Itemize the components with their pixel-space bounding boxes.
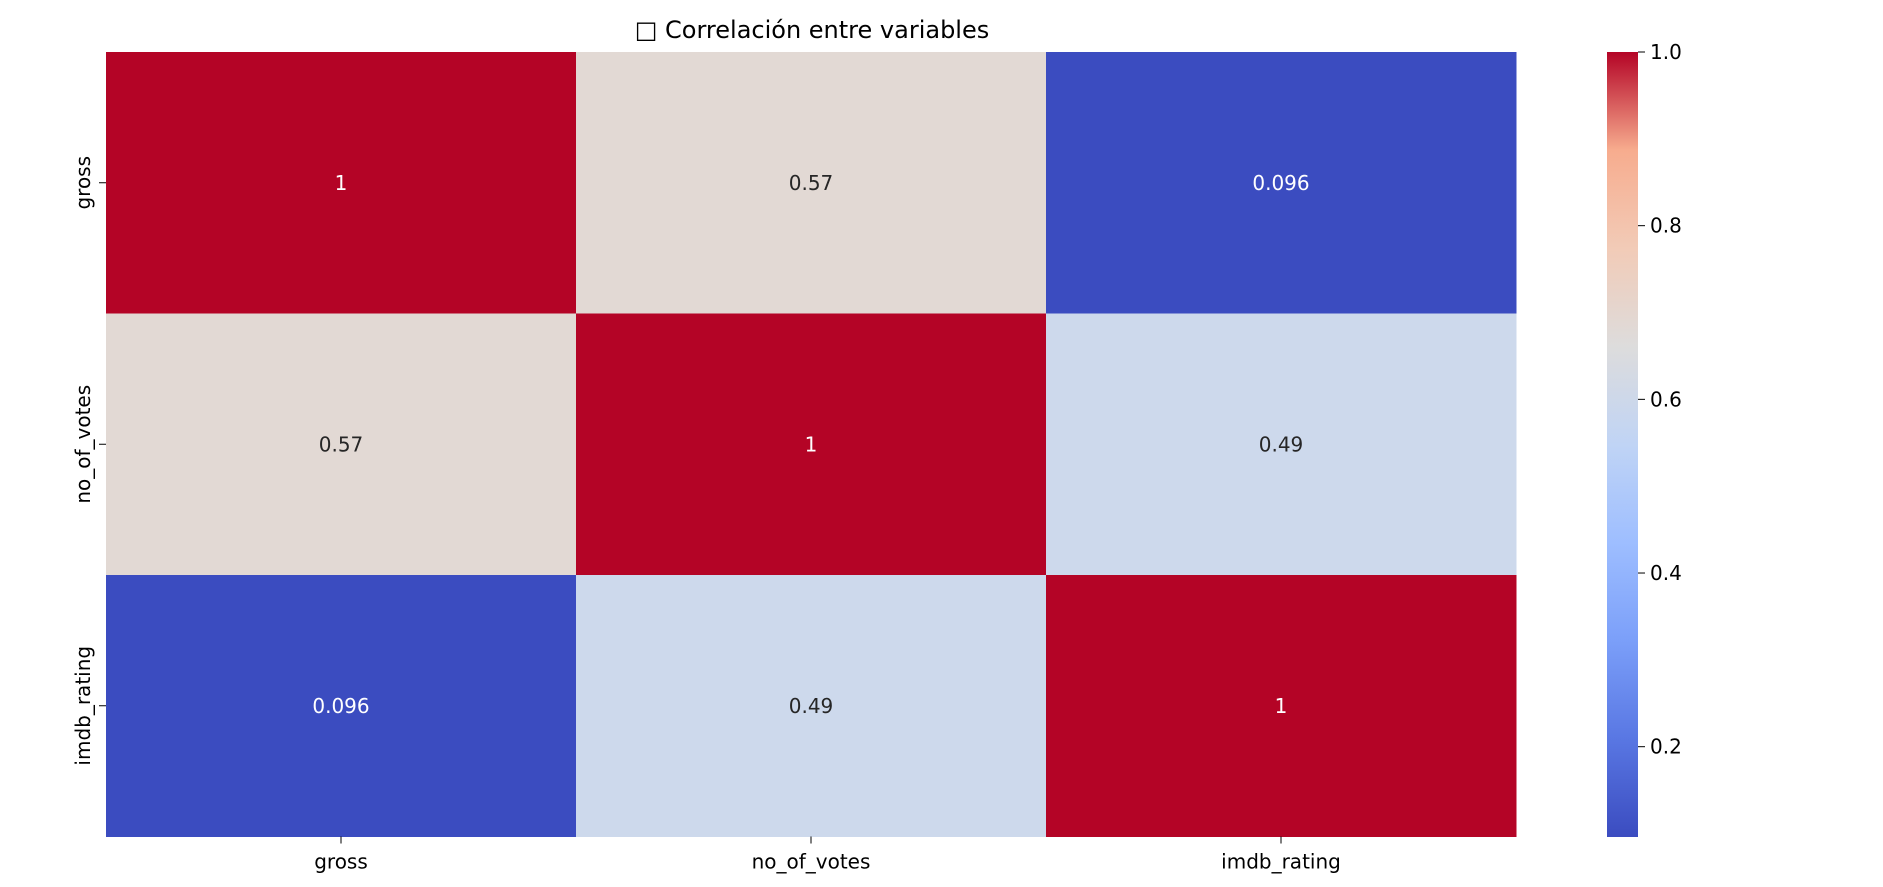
heatmap-cell [576,313,1047,576]
y-tick-label: imdb_rating [71,646,95,766]
cell-value-label: 1 [1275,694,1288,718]
y-tick-label: gross [71,156,95,210]
heatmap-cells [106,52,1517,837]
y-axis: gross no_of_votes imdb_rating [71,156,106,766]
heatmap-cell [106,52,577,314]
x-tick-label: gross [314,850,368,874]
cell-value-label: 0.57 [789,171,834,195]
cell-value-label: 0.096 [1252,171,1309,195]
colorbar-tick-label: 0.8 [1650,214,1682,238]
cell-value-label: 0.096 [312,694,369,718]
cell-value-label: 1 [335,171,348,195]
x-axis: gross no_of_votes imdb_rating [314,836,1341,874]
heatmap-cell [1046,313,1517,576]
colorbar-tick-label: 0.4 [1650,561,1682,585]
colorbar-tick-label: 0.6 [1650,387,1682,411]
heatmap-cell [1046,52,1517,314]
colorbar-gradient [1607,52,1638,837]
colorbar-tick-label: 1.0 [1650,40,1682,64]
heatmap-cell-labels: 1 0.57 0.096 0.57 1 0.49 0.096 0.49 1 [312,171,1309,718]
cell-value-label: 1 [805,432,818,456]
cell-value-label: 0.49 [1259,432,1304,456]
heatmap-cell [576,575,1047,837]
x-tick-label: imdb_rating [1221,850,1341,874]
heatmap-cell [576,52,1047,314]
colorbar [1607,52,1638,837]
cell-value-label: 0.57 [319,432,364,456]
colorbar-ticks: 0.2 0.4 0.6 0.8 1.0 [1638,40,1682,759]
y-tick-label: no_of_votes [71,385,95,504]
cell-value-label: 0.49 [789,694,834,718]
heatmap-cell [106,313,577,576]
x-tick-label: no_of_votes [752,850,871,874]
chart-title: □ Correlación entre variables [635,16,990,44]
heatmap-cell [106,575,577,837]
colorbar-tick-label: 0.2 [1650,735,1682,759]
heatmap-cell [1046,575,1517,837]
